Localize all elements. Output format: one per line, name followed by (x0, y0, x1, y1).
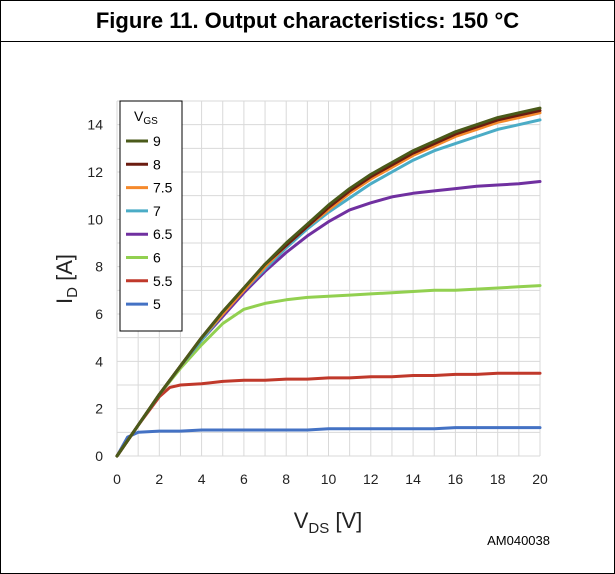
x-axis-title-sub: DS (308, 520, 329, 537)
legend-label: 5.5 (153, 273, 173, 289)
grid (116, 100, 541, 457)
legend-label: 9 (153, 133, 161, 149)
legend-label: 6.5 (153, 226, 173, 242)
series-line-vgs-6 (115, 284, 542, 458)
y-axis-title-unit: [A] (52, 254, 77, 287)
legend-title-sub: GS (143, 116, 158, 127)
series-lines (115, 106, 542, 458)
legend-box (119, 100, 183, 332)
figure-code: AM040038 (487, 533, 550, 548)
legend-label: 8 (153, 156, 161, 172)
title-bar: Figure 11. Output characteristics: 150 °… (1, 1, 614, 42)
legend: VGS 9 8 7.5 7 6.5 6 5.5 5 (119, 100, 183, 332)
x-tick-label: 0 (113, 471, 121, 487)
legend-label: 7.5 (153, 180, 173, 196)
legend-label: 5 (153, 296, 161, 312)
legend-items: 9 8 7.5 7 6.5 6 5.5 5 (126, 133, 173, 312)
x-tick-label: 18 (490, 471, 506, 487)
x-axis-title-main: V (294, 508, 309, 533)
y-tick-label: 2 (95, 401, 103, 417)
legend-title-main: V (134, 108, 144, 124)
x-tick-label: 16 (448, 471, 464, 487)
x-axis-title-unit: [V] (329, 508, 362, 533)
y-axis-title-main: I (52, 298, 77, 304)
figure-title: Figure 11. Output characteristics: 150 °… (95, 8, 520, 33)
legend-title: VGS (134, 108, 158, 127)
legend-label: 7 (153, 203, 161, 219)
series-line-vgs-5-5 (115, 371, 542, 458)
legend-label: 6 (153, 250, 161, 266)
y-tick-label: 14 (87, 117, 103, 133)
x-tick-label: 6 (240, 471, 248, 487)
x-tick-labels: 0 2 4 6 8 10 12 14 16 18 20 (113, 471, 548, 487)
x-tick-label: 12 (363, 471, 379, 487)
x-tick-label: 8 (282, 471, 290, 487)
y-tick-label: 4 (95, 353, 103, 369)
x-tick-label: 20 (532, 471, 548, 487)
x-tick-label: 14 (405, 471, 421, 487)
y-tick-label: 10 (87, 211, 103, 227)
y-axis-title: ID [A] (52, 254, 81, 304)
x-tick-label: 4 (198, 471, 206, 487)
y-tick-labels: 0 2 4 6 8 10 12 14 (87, 117, 103, 464)
x-tick-label: 10 (321, 471, 337, 487)
y-tick-label: 0 (95, 448, 103, 464)
y-axis-title-sub: D (64, 287, 81, 298)
y-tick-label: 6 (95, 306, 103, 322)
series-line-vgs-9 (115, 106, 542, 458)
series-line-vgs-5 (115, 426, 542, 458)
y-tick-label: 12 (87, 164, 103, 180)
x-tick-label: 2 (155, 471, 163, 487)
x-axis-title: VDS [V] (294, 508, 363, 537)
y-tick-label: 8 (95, 259, 103, 275)
